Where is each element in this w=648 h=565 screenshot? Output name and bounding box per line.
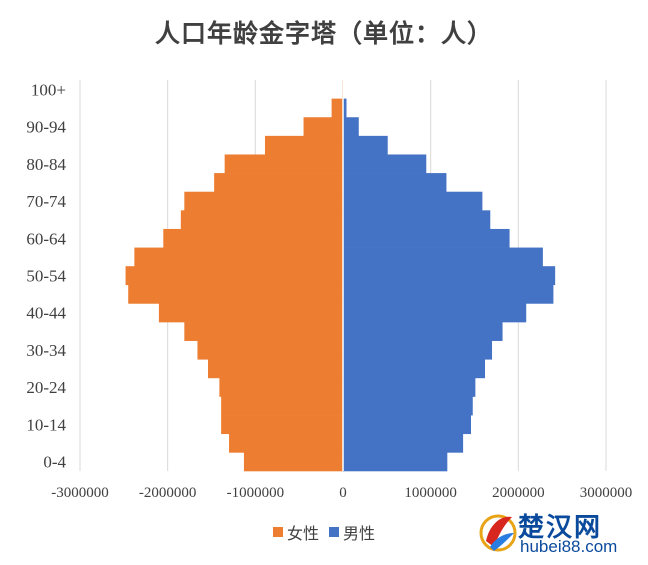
bar-female-30-34 — [197, 340, 343, 360]
bar-male-90-94 — [343, 117, 359, 137]
bar-female-5-9 — [229, 433, 343, 453]
y-tick-label-0: 0-4 — [43, 453, 66, 472]
bar-female-50-54 — [125, 266, 343, 286]
bar-male-75-79 — [343, 173, 447, 193]
bar-female-40-44 — [158, 303, 343, 323]
pyramid-chart: 0-4 10-14 20-24 30-34 40-44 50-54 60-64 70-74 80… — [26, 80, 632, 501]
watermark-url: hubei88.com — [520, 537, 618, 556]
bar-male-50-54 — [343, 266, 556, 286]
y-axis-tick-labels: 0-4 10-14 20-24 30-34 40-44 50-54 60-64 70-74 80… — [26, 80, 66, 471]
bar-female-75-79 — [214, 173, 343, 193]
bar-male-85-89 — [343, 135, 388, 155]
bar-male-0-4 — [343, 452, 448, 472]
bar-female-60-64 — [163, 228, 343, 248]
x-tick-label-3: 0 — [339, 485, 347, 501]
bar-male-80-84 — [343, 154, 427, 174]
x-tick-label-2: -1000000 — [227, 485, 285, 501]
y-tick-label-4: 40-44 — [26, 304, 66, 323]
y-tick-label-10: 100+ — [31, 80, 66, 99]
legend-label-female: 女性 — [286, 524, 319, 543]
bar-male-40-44 — [343, 303, 527, 323]
bar-female-65-69 — [180, 210, 343, 230]
bar-male-60-64 — [343, 228, 510, 248]
legend-item-female: 女性 — [272, 520, 319, 544]
bar-male-10-14 — [343, 415, 471, 435]
watermark-logo-icon — [479, 514, 517, 552]
bar-male-55-59 — [343, 247, 543, 267]
bar-male-20-24 — [343, 377, 476, 397]
x-tick-label-5: 2000000 — [492, 485, 545, 501]
watermark-brand: 楚汉网 — [518, 513, 603, 543]
legend-item-male: 男性 — [329, 520, 375, 544]
y-tick-label-9: 90-94 — [26, 118, 66, 137]
bar-male-45-49 — [343, 284, 554, 304]
bar-female-90-94 — [303, 117, 343, 137]
y-tick-label-1: 10-14 — [26, 415, 66, 434]
bar-male-25-29 — [343, 359, 486, 379]
bar-female-55-59 — [134, 247, 343, 267]
x-tick-label-0: -3000000 — [51, 485, 109, 501]
x-axis-tick-labels: -3000000 -2000000 -1000000 0 1000000 2000000 3… — [51, 485, 632, 501]
bar-female-25-29 — [207, 359, 343, 379]
legend-swatch-female — [272, 527, 283, 537]
y-tick-label-8: 80-84 — [26, 155, 66, 174]
bar-male-65-69 — [343, 210, 491, 230]
bar-female-70-74 — [184, 191, 343, 211]
y-tick-label-3: 30-34 — [26, 341, 66, 360]
y-tick-label-6: 60-64 — [26, 229, 66, 248]
x-tick-label-4: 1000000 — [404, 485, 457, 501]
bar-female-95-99 — [331, 98, 343, 118]
x-tick-label-1: -2000000 — [139, 485, 197, 501]
bar-male-15-19 — [343, 396, 473, 416]
bar-female-35-39 — [184, 322, 343, 341]
bar-male-95-99 — [343, 98, 347, 118]
legend-label-male: 男性 — [343, 524, 376, 543]
y-tick-label-2: 20-24 — [26, 378, 66, 397]
y-tick-label-5: 50-54 — [26, 267, 66, 286]
bar-female-85-89 — [264, 135, 343, 155]
bar-female-80-84 — [224, 154, 343, 174]
y-tick-label-7: 70-74 — [26, 192, 66, 211]
legend: 女性 男性 — [0, 520, 648, 544]
bar-male-70-74 — [343, 191, 483, 211]
bar-female-15-19 — [221, 396, 343, 416]
bar-female-20-24 — [219, 377, 343, 397]
bar-female-10-14 — [221, 415, 343, 435]
bar-male-35-39 — [343, 322, 503, 341]
male-bars — [342, 80, 556, 472]
x-tick-label-6: 3000000 — [580, 485, 633, 501]
chart-title: 人口年龄金字塔（单位：人） — [154, 19, 493, 48]
bar-male-5-9 — [343, 433, 464, 453]
bar-male-30-34 — [343, 340, 493, 360]
bar-female-0-4 — [243, 452, 343, 472]
bar-female-45-49 — [128, 284, 343, 304]
female-bars — [125, 80, 343, 472]
watermark: 楚汉网 hubei88.com — [472, 503, 642, 561]
legend-swatch-male — [329, 527, 339, 537]
